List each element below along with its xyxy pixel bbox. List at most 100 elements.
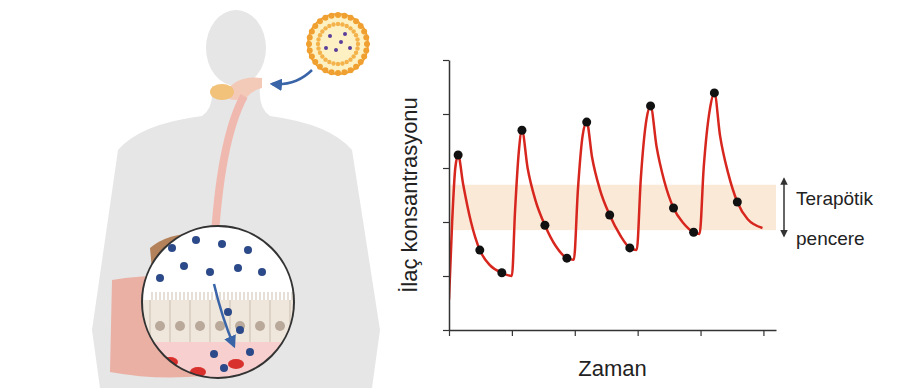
microvillus — [168, 292, 169, 300]
tick — [449, 330, 450, 336]
drug-particle — [192, 236, 200, 244]
drug-particle — [220, 364, 228, 372]
tick — [512, 330, 513, 336]
sample-point — [669, 203, 678, 212]
red-blood-cell — [228, 359, 244, 369]
sample-point — [733, 198, 742, 207]
microvillus — [172, 292, 173, 300]
blood-vessel — [140, 342, 300, 388]
lipid-head — [361, 28, 367, 34]
lipid-head — [322, 15, 328, 21]
lipid-head — [331, 22, 335, 26]
lipid-head — [348, 26, 352, 30]
lipid-head — [335, 12, 341, 18]
tick — [443, 222, 449, 223]
cell-wall — [270, 300, 271, 342]
microvillus — [304, 292, 305, 300]
microvillus — [244, 292, 245, 300]
tick-mark — [449, 330, 450, 336]
sample-point — [562, 254, 571, 263]
sample-point — [646, 101, 655, 110]
microvillus — [276, 292, 277, 300]
drug-molecule — [348, 46, 352, 50]
lipid-head — [348, 57, 352, 61]
tick — [701, 330, 702, 336]
lipid-head — [344, 60, 348, 64]
lipid-head — [307, 35, 313, 41]
tick-mark — [443, 330, 449, 331]
sample-point — [454, 151, 463, 160]
drug-particle — [156, 274, 164, 282]
nucleus — [175, 321, 185, 331]
sample-point — [582, 118, 591, 127]
lipid-head — [341, 69, 347, 75]
lipid-head — [348, 15, 354, 21]
concentration-line — [449, 93, 762, 300]
tick — [763, 330, 764, 336]
microvillus — [264, 292, 265, 300]
lipid-head — [327, 24, 331, 28]
tick-mark — [443, 114, 449, 115]
plot-area — [449, 88, 776, 299]
microvillus — [192, 292, 193, 300]
lipid-head — [329, 13, 335, 19]
microvillus — [288, 292, 289, 300]
drug-molecule — [343, 32, 347, 36]
microvillus — [228, 292, 229, 300]
lipid-head — [355, 37, 359, 41]
liposome — [306, 12, 370, 76]
cell-wall — [290, 300, 291, 342]
lipid-head — [323, 57, 327, 61]
lipid-head — [312, 23, 318, 29]
nucleus — [155, 321, 165, 331]
microvillus — [200, 292, 201, 300]
red-blood-cell — [254, 369, 270, 379]
lipid-head — [353, 64, 359, 70]
lipid-head — [358, 23, 364, 29]
lipid-head — [344, 24, 348, 28]
tick-mark — [443, 168, 449, 169]
tick — [638, 330, 639, 336]
drug-particle — [218, 240, 226, 248]
tick — [443, 276, 449, 277]
drug-particle — [234, 264, 242, 272]
lipid-head — [307, 47, 313, 53]
y-axis — [443, 61, 450, 331]
red-blood-cell — [174, 375, 190, 385]
microvillus — [184, 292, 185, 300]
tick — [443, 114, 449, 115]
sample-point — [497, 268, 506, 277]
lipid-head — [354, 50, 358, 54]
lipid-head — [306, 41, 312, 47]
lipid-head — [336, 62, 340, 66]
lipid-head — [336, 22, 340, 26]
tick-mark — [443, 276, 449, 277]
drug-molecule — [324, 46, 328, 50]
drug-particle — [246, 348, 254, 356]
drug-particle — [168, 244, 176, 252]
band-label: Terapötikpencere — [796, 188, 874, 249]
lipid-head — [353, 18, 359, 24]
sample-point — [475, 246, 484, 255]
microvillus — [284, 292, 285, 300]
microvillus — [248, 292, 249, 300]
microvillus — [164, 292, 165, 300]
tick-mark — [443, 60, 449, 61]
lipid-head — [318, 33, 322, 37]
lipid-head — [351, 54, 355, 58]
tick — [575, 330, 576, 336]
sample-point — [689, 228, 698, 237]
microvillus — [308, 292, 309, 300]
sample-point — [625, 243, 634, 252]
band-label-line: pencere — [796, 228, 865, 249]
illustration — [92, 10, 380, 388]
drug-particle — [206, 268, 214, 276]
band-arrow — [783, 179, 785, 236]
lipid-head — [322, 67, 328, 73]
sample-point — [540, 221, 549, 230]
drug-particle — [236, 326, 244, 334]
microvillus — [296, 292, 297, 300]
sample-point — [605, 210, 614, 219]
nucleus — [195, 321, 205, 331]
microvillus — [220, 292, 221, 300]
